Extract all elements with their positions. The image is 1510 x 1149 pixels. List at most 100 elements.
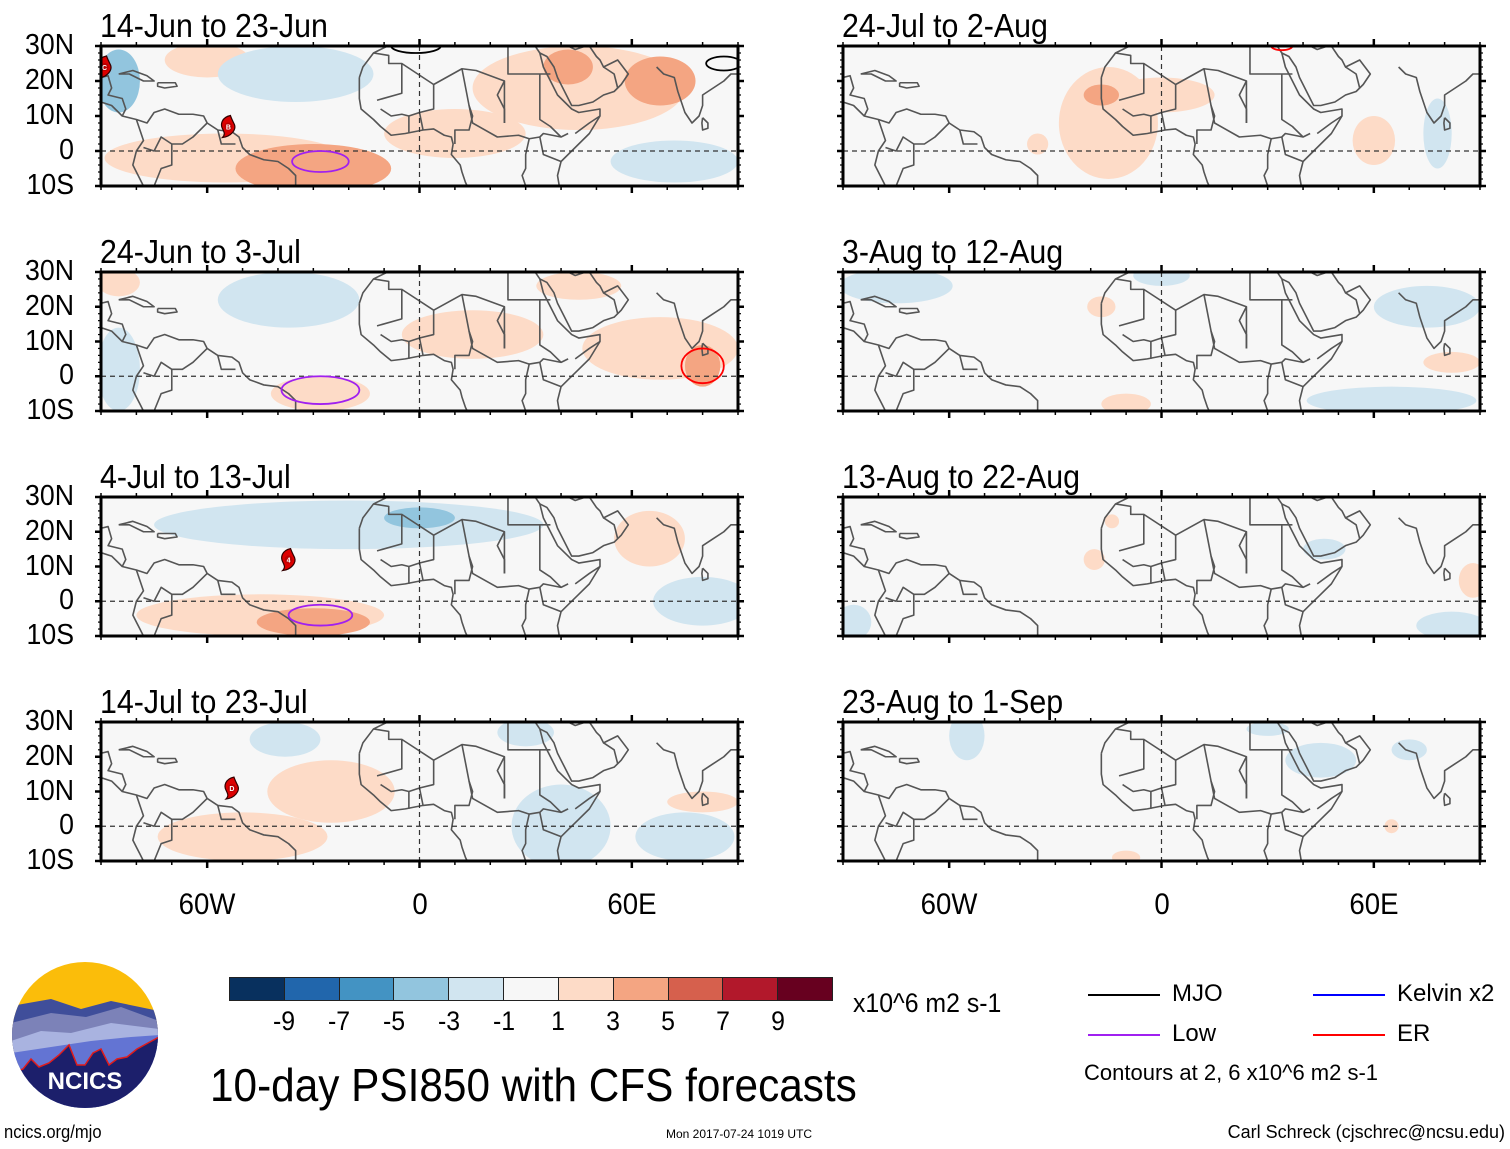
- country-border: [1281, 812, 1304, 838]
- country-border: [539, 524, 562, 588]
- country-border: [1115, 728, 1145, 777]
- country-border: [1238, 80, 1248, 123]
- coastline: [860, 69, 897, 82]
- coastline: [874, 119, 887, 186]
- country-border: [1249, 497, 1293, 526]
- tropical-cyclone-icon: 4: [280, 547, 296, 572]
- er-contour: [680, 347, 725, 385]
- panel-title: 3-Aug to 12-Aug: [842, 233, 1064, 270]
- positive-anomaly: [270, 376, 370, 411]
- negative-anomaly: [249, 722, 321, 757]
- positive-anomaly: [157, 812, 328, 861]
- lon-tick-label: 60E: [607, 888, 657, 921]
- country-border: [1281, 749, 1304, 813]
- country-border: [153, 819, 173, 861]
- lat-tick-label: 10N: [25, 774, 74, 807]
- positive-anomaly: [1458, 563, 1480, 598]
- low-contour: [291, 150, 350, 173]
- lat-tick-label: 20N: [25, 739, 74, 772]
- negative-anomaly: [843, 604, 872, 636]
- coastline: [656, 742, 738, 800]
- country-border: [539, 136, 562, 163]
- country-border: [217, 805, 236, 821]
- country-border: [539, 299, 562, 363]
- map-canvas: D: [95, 715, 744, 868]
- colorbar-tick-label: -5: [382, 1006, 405, 1036]
- panel-title: 14-Jul to 23-Jul: [100, 683, 308, 720]
- lat-tick-label: 10N: [25, 549, 74, 582]
- coastline: [358, 528, 468, 636]
- negative-anomaly: [101, 327, 140, 411]
- country-border: [153, 594, 173, 636]
- coastline: [490, 267, 508, 269]
- coastline: [898, 81, 920, 89]
- footer-url: ncics.org/mjo: [4, 1122, 102, 1142]
- lat-tick-label: 30N: [25, 255, 74, 287]
- coastline: [132, 344, 145, 411]
- negative-anomaly: [635, 812, 735, 861]
- mjo-contour: [390, 46, 442, 54]
- coastline: [898, 757, 920, 765]
- country-border: [401, 738, 506, 799]
- positive-anomaly: [1083, 549, 1105, 570]
- lat-tick-label: 10S: [26, 394, 75, 426]
- lat-tick-label: 30N: [25, 480, 74, 512]
- country-border: [217, 580, 236, 596]
- country-border: [959, 580, 978, 596]
- coastline: [132, 569, 145, 636]
- coastline: [1443, 342, 1451, 357]
- country-border: [1316, 340, 1343, 360]
- coastline: [1129, 497, 1131, 498]
- country-border: [959, 129, 978, 145]
- legend-label: Low: [1172, 1020, 1217, 1047]
- coastline: [843, 750, 869, 792]
- tropical-cyclone-icon: B: [220, 114, 236, 139]
- coastline: [490, 41, 508, 43]
- colorbar-swatch: [394, 978, 450, 1000]
- negative-anomaly: [1285, 742, 1357, 778]
- negative-anomaly: [217, 272, 360, 328]
- coastline: [101, 525, 127, 567]
- map-canvas: [837, 715, 1486, 868]
- country-border: [418, 562, 424, 581]
- country-border: [153, 369, 173, 411]
- coastline: [539, 722, 630, 782]
- legend-label: ER: [1397, 1020, 1431, 1047]
- colorbar-tick-label: 7: [716, 1006, 731, 1036]
- colorbar-swatch: [449, 978, 505, 1000]
- coastline: [101, 750, 127, 792]
- map-canvas: 4: [95, 490, 744, 643]
- country-border: [507, 46, 551, 75]
- country-border: [885, 797, 950, 828]
- coastline: [358, 753, 468, 861]
- country-border: [603, 517, 619, 539]
- coastline: [118, 520, 155, 533]
- colorbar-swatch: [339, 978, 395, 1000]
- lat-tick-label: 0: [59, 359, 74, 392]
- coastline: [1398, 742, 1480, 800]
- country-border: [1249, 46, 1293, 75]
- coastline: [701, 567, 709, 582]
- country-border: [1263, 813, 1272, 861]
- storm-label: D: [229, 786, 234, 793]
- colorbar-tick-label: -1: [492, 1006, 515, 1036]
- country-border: [507, 497, 551, 526]
- main-title: 10-day PSI850 with CFS forecasts: [210, 1059, 857, 1111]
- country-border: [454, 330, 474, 370]
- positive-anomaly: [624, 56, 696, 106]
- coastline: [1232, 492, 1250, 494]
- colorbar-tick-label: 5: [661, 1006, 676, 1036]
- legend-line-er: [1313, 1034, 1385, 1036]
- country-border: [895, 144, 915, 186]
- coastline: [656, 292, 738, 350]
- country-border: [603, 66, 619, 89]
- country-border: [1160, 337, 1166, 356]
- legend-label: MJO: [1172, 980, 1223, 1007]
- lon-tick-label: 60E: [1349, 888, 1399, 921]
- coastline: [539, 497, 630, 557]
- country-border: [1196, 555, 1216, 595]
- lat-tick-label: 10S: [26, 169, 75, 201]
- country-border: [401, 288, 506, 349]
- negative-anomaly: [1246, 722, 1289, 736]
- country-border: [373, 278, 403, 327]
